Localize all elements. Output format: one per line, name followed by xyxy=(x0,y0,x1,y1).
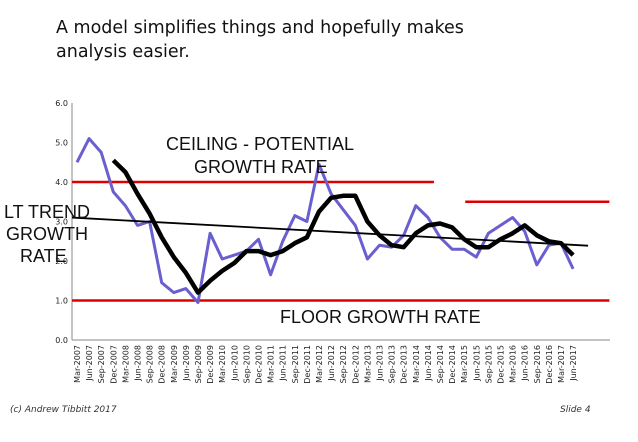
x-tick-label: Sep-2013 xyxy=(388,345,397,383)
x-tick-label: Mar-2011 xyxy=(267,345,276,383)
x-tick-label: Mar-2010 xyxy=(218,345,227,383)
x-tick-label: Jun-2017 xyxy=(569,345,578,382)
lt-trend-label-line-3: RATE xyxy=(20,246,67,266)
x-tick-label: Jun-2010 xyxy=(230,345,239,382)
x-tick-label: Dec-2015 xyxy=(497,345,506,384)
ceiling-label-line-1: CEILING - POTENTIAL xyxy=(166,134,354,154)
x-tick-label: Sep-2014 xyxy=(436,345,445,383)
x-tick-label: Dec-2014 xyxy=(448,345,457,384)
x-tick-label: Jun-2016 xyxy=(521,345,530,382)
x-tick-label: Jun-2008 xyxy=(134,345,143,382)
x-tick-label: Jun-2014 xyxy=(424,345,433,382)
y-tick-label: 1.0 xyxy=(55,297,68,306)
y-tick-label: 2.0 xyxy=(55,257,68,266)
x-tick-label: Sep-2010 xyxy=(242,345,251,383)
x-tick-label: Jun-2012 xyxy=(327,345,336,382)
x-tick-label: Sep-2012 xyxy=(339,345,348,383)
x-tick-label: Mar-2017 xyxy=(557,345,566,383)
x-tick-label: Jun-2013 xyxy=(376,345,385,382)
x-tick-label: Sep-2008 xyxy=(146,345,155,383)
quarterly-growth-line xyxy=(75,137,575,304)
x-tick-label: Jun-2009 xyxy=(182,345,191,382)
y-tick-label: 3.0 xyxy=(55,218,68,227)
y-tick-label: 6.0 xyxy=(55,99,68,108)
y-axis: 0.0 1.0 2.0 3.0 4.0 5.0 6.0 xyxy=(55,99,73,345)
floor-label: FLOOR GROWTH RATE xyxy=(280,307,481,327)
footer-copyright: (c) Andrew Tibbitt 2017 xyxy=(10,405,117,415)
x-tick-label: Dec-2012 xyxy=(351,345,360,384)
x-tick-label: Mar-2008 xyxy=(121,345,130,383)
x-tick-label: Dec-2011 xyxy=(303,345,312,384)
x-tick-label: Sep-2009 xyxy=(194,345,203,383)
lt-trend-label-line-1: LT TREND xyxy=(4,202,90,222)
x-tick-label: Mar-2015 xyxy=(460,345,469,383)
lt-trend-label-line-2: GROWTH xyxy=(6,224,88,244)
x-tick-label: Mar-2009 xyxy=(170,345,179,383)
y-tick-label: 5.0 xyxy=(55,139,68,148)
x-tick-label: Mar-2012 xyxy=(315,345,324,383)
x-tick-label: Dec-2008 xyxy=(158,345,167,384)
x-tick-label: Jun-2015 xyxy=(472,345,481,382)
x-tick-label: Sep-2011 xyxy=(291,345,300,383)
smoothed-growth-line xyxy=(111,158,575,295)
x-tick-label: Jun-2007 xyxy=(85,345,94,382)
x-tick-label: Mar-2016 xyxy=(509,345,518,383)
footer-slide-number: Slide 4 xyxy=(560,405,591,415)
x-tick-label: Dec-2013 xyxy=(400,345,409,384)
x-tick-label: Dec-2016 xyxy=(545,345,554,384)
x-tick-label: Sep-2016 xyxy=(533,345,542,383)
long-term-trend-line xyxy=(71,216,589,247)
x-tick-label: Mar-2014 xyxy=(412,345,421,383)
x-tick-label: Jun-2011 xyxy=(279,345,288,382)
y-tick-label: 4.0 xyxy=(55,178,68,187)
x-axis: Mar-2007 Jun-2007 Sep-2007 Dec-2007 Mar-2008… xyxy=(72,339,610,384)
x-tick-label: Dec-2009 xyxy=(206,345,215,384)
slide-title-line-1: A model simplifies things and hopefully … xyxy=(56,18,464,38)
slide-title-line-2: analysis easier. xyxy=(56,42,190,62)
x-tick-label: Dec-2007 xyxy=(109,345,118,384)
x-tick-label: Sep-2015 xyxy=(484,345,493,383)
ceiling-label-line-2: GROWTH RATE xyxy=(194,157,328,177)
x-tick-label: Dec-2010 xyxy=(255,345,264,384)
x-tick-label: Mar-2013 xyxy=(363,345,372,383)
x-tick-label: Mar-2007 xyxy=(73,345,82,383)
x-tick-label: Sep-2007 xyxy=(97,345,106,383)
slide-title: A model simplifies things and hopefully … xyxy=(56,16,526,64)
data-series xyxy=(71,137,589,304)
y-tick-label: 0.0 xyxy=(55,336,68,345)
